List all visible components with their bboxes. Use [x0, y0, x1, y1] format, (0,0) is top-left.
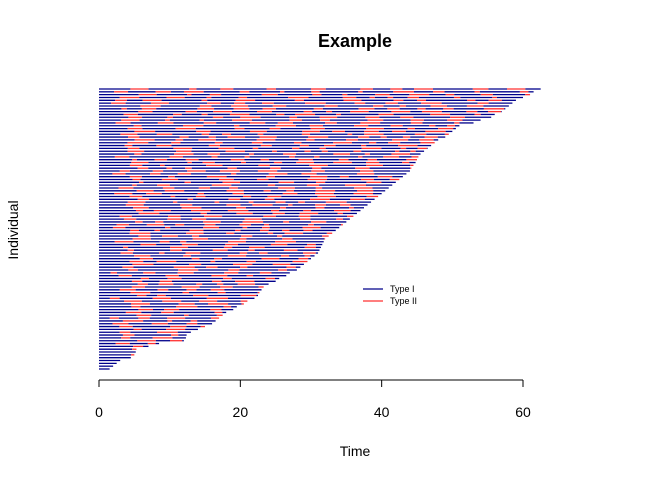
x-axis-label: Time [340, 443, 371, 459]
legend-label: Type II [390, 296, 417, 306]
legend: Type I Type II [363, 284, 417, 306]
x-axis: 0 20 40 60 [95, 379, 531, 420]
individual-lines [99, 88, 541, 370]
x-tick-label: 0 [95, 404, 103, 420]
x-tick-label: 20 [233, 404, 249, 420]
x-tick-label: 40 [374, 404, 390, 420]
chart-title: Example [318, 31, 392, 51]
x-tick-label: 60 [515, 404, 531, 420]
legend-label: Type I [390, 284, 415, 294]
y-axis-label: Individual [5, 200, 21, 259]
